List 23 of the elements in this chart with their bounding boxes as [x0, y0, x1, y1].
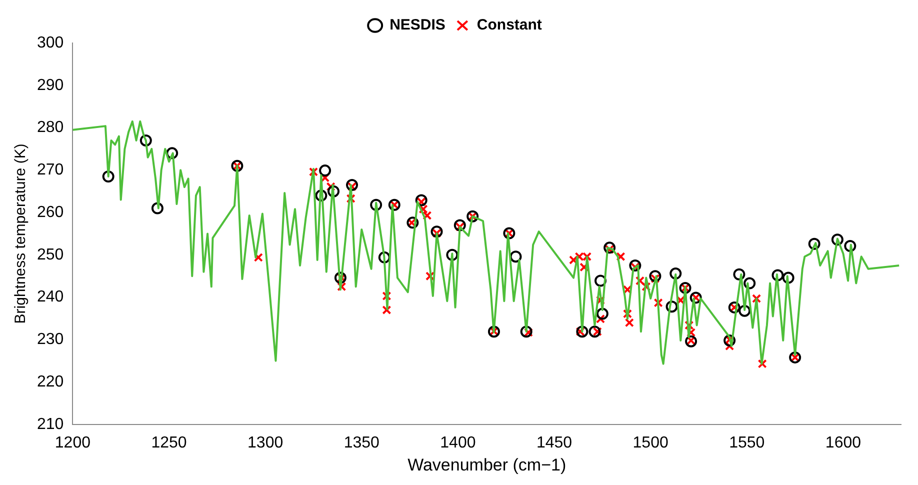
legend-label: NESDIS	[390, 16, 446, 34]
y-tick-label: 300	[36, 34, 64, 52]
y-tick-label: 210	[36, 416, 64, 433]
y-tick-label: 280	[36, 119, 64, 136]
x-tick-label: 1300	[248, 434, 284, 452]
x-axis-title: Wavenumber (cm−1)	[408, 455, 566, 474]
x-tick-label: 1550	[729, 434, 765, 452]
y-tick-label: 240	[36, 288, 64, 306]
y-axis-title: Brightness temperature (K)	[12, 144, 30, 324]
x-tick-label: 1450	[536, 434, 572, 452]
x-tick-label: 1600	[825, 434, 862, 452]
y-tick-label: 260	[36, 204, 64, 221]
x-tick-label: 1200	[54, 434, 91, 452]
y-tick-label: 270	[36, 162, 64, 179]
x-tick-label: 1400	[440, 434, 476, 452]
legend-label: Constant	[476, 16, 542, 34]
x-tick-label: 1350	[344, 434, 380, 452]
x-tick-label: 1250	[151, 434, 187, 452]
x-tick-label: 1500	[632, 434, 668, 452]
y-tick-label: 230	[36, 331, 64, 348]
y-tick-label: 220	[36, 373, 64, 390]
y-tick-label: 290	[36, 76, 64, 94]
y-tick-label: 250	[36, 246, 64, 264]
